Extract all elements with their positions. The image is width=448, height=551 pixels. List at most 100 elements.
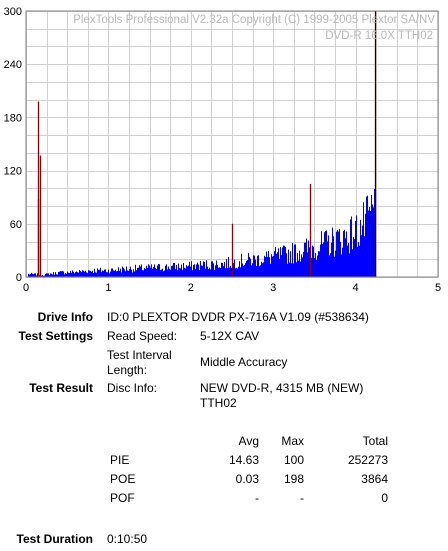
pie-bar bbox=[352, 249, 353, 277]
pie-bar bbox=[371, 194, 372, 277]
pie-bar bbox=[153, 266, 154, 277]
stats-header-total: Total bbox=[362, 434, 388, 448]
pie-bar bbox=[293, 263, 294, 277]
pie-bar bbox=[92, 270, 93, 277]
x-tick-label: 2 bbox=[188, 282, 194, 294]
pie-bar bbox=[37, 273, 38, 277]
pie-bar bbox=[235, 268, 236, 277]
pie-bar bbox=[115, 269, 116, 277]
pie-bar bbox=[201, 265, 202, 277]
pie-bar bbox=[192, 270, 193, 277]
pie-bar bbox=[105, 269, 106, 277]
pie-bar bbox=[368, 210, 369, 277]
pie-bar bbox=[147, 267, 148, 277]
pie-bar bbox=[248, 252, 249, 277]
pie-bar bbox=[169, 268, 170, 277]
pie-bar bbox=[111, 268, 112, 277]
test-result-label: Test Result bbox=[29, 381, 93, 395]
pie-bar bbox=[338, 231, 339, 277]
x-tick-label: 5 bbox=[435, 282, 441, 294]
pie-bar bbox=[220, 268, 221, 277]
pie-bar bbox=[163, 271, 164, 277]
pie-bar bbox=[150, 267, 151, 277]
pie-bar bbox=[155, 267, 156, 277]
pie-bar bbox=[196, 264, 197, 277]
pie-bar bbox=[93, 272, 94, 277]
pie-bar bbox=[83, 270, 84, 277]
stats-row-max: 100 bbox=[283, 453, 304, 467]
pie-bar bbox=[186, 265, 187, 277]
watermark-line1: PlexTools Professional V2.32a Copyright … bbox=[73, 14, 435, 26]
pie-bar bbox=[300, 261, 301, 277]
pie-bar bbox=[302, 257, 303, 277]
pie-bar bbox=[304, 242, 305, 277]
pie-bar bbox=[148, 264, 149, 277]
pie-bar bbox=[289, 262, 290, 277]
pie-bar bbox=[166, 264, 167, 277]
pie-bar bbox=[324, 232, 325, 277]
pie-bar bbox=[320, 244, 321, 277]
pie-bar bbox=[323, 242, 324, 277]
pie-bar bbox=[164, 270, 165, 277]
pie-bar bbox=[126, 266, 127, 277]
pie-bar bbox=[359, 245, 360, 277]
pie-bar bbox=[370, 211, 371, 277]
pie-bar bbox=[242, 263, 243, 277]
pie-bar bbox=[282, 247, 283, 277]
pie-bar bbox=[303, 251, 304, 277]
stats-header-max: Max bbox=[281, 434, 304, 448]
pie-bar bbox=[342, 247, 343, 277]
pie-bar bbox=[308, 240, 309, 277]
pie-bar bbox=[372, 204, 373, 277]
pie-bar bbox=[298, 260, 299, 277]
pie-bar bbox=[168, 266, 169, 277]
pie-bar bbox=[271, 254, 272, 277]
pie-bars bbox=[28, 189, 376, 277]
pie-bar bbox=[106, 272, 107, 277]
pie-bar bbox=[367, 195, 368, 277]
pie-bar bbox=[86, 272, 87, 277]
pie-bar bbox=[209, 267, 210, 277]
pie-bar bbox=[369, 206, 370, 277]
pie-bar bbox=[335, 250, 336, 277]
pie-bar bbox=[266, 251, 267, 277]
pie-bar bbox=[183, 263, 184, 277]
pie-bar bbox=[69, 273, 70, 277]
pie-bar bbox=[213, 263, 214, 277]
pie-bar bbox=[191, 261, 192, 277]
pie-bar bbox=[313, 246, 314, 277]
pie-bar bbox=[258, 255, 259, 277]
pie-bar bbox=[299, 250, 300, 277]
pie-bar bbox=[124, 269, 125, 277]
pie-bar bbox=[276, 253, 277, 277]
pie-bar bbox=[254, 255, 255, 277]
pie-bar bbox=[357, 246, 358, 277]
pie-bar bbox=[28, 273, 29, 277]
pie-bar bbox=[109, 273, 110, 277]
pie-bar bbox=[207, 266, 208, 277]
pie-bar bbox=[226, 259, 227, 277]
pie-bar bbox=[219, 267, 220, 277]
pie-bar bbox=[193, 264, 194, 277]
y-tick-label: 60 bbox=[10, 219, 22, 231]
pie-bar bbox=[199, 270, 200, 277]
pie-bar bbox=[216, 260, 217, 277]
pie-bar bbox=[345, 238, 346, 277]
pie-bar bbox=[275, 246, 276, 277]
pie-bar bbox=[177, 270, 178, 277]
pie-bar bbox=[110, 271, 111, 277]
test-settings-label: Test Settings bbox=[18, 329, 93, 343]
interval-key-line2: Length: bbox=[107, 363, 148, 377]
pie-bar bbox=[181, 264, 182, 277]
pie-bar bbox=[214, 269, 215, 277]
pie-bar bbox=[180, 268, 181, 277]
pie-bar bbox=[95, 272, 96, 277]
y-tick-label: 240 bbox=[4, 59, 22, 71]
drive-info-value: ID:0 PLEXTOR DVDR PX-716A V1.09 (#538634… bbox=[107, 310, 369, 324]
pie-bar bbox=[60, 271, 61, 277]
pie-bar bbox=[234, 259, 235, 277]
pie-bar bbox=[117, 271, 118, 277]
pie-bar bbox=[222, 262, 223, 277]
pie-bar bbox=[67, 271, 68, 277]
pie-bar bbox=[251, 265, 252, 277]
